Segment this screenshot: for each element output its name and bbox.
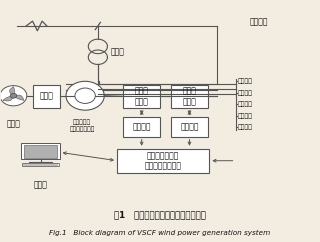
Text: Fig.1   Block diagram of VSCF wind power generation system: Fig.1 Block diagram of VSCF wind power g… xyxy=(49,230,271,236)
Text: 风力机: 风力机 xyxy=(6,120,20,129)
Text: 电力系统: 电力系统 xyxy=(249,18,268,27)
Text: 驱动电路: 驱动电路 xyxy=(180,122,199,131)
FancyBboxPatch shape xyxy=(22,163,59,166)
FancyBboxPatch shape xyxy=(171,85,208,108)
FancyBboxPatch shape xyxy=(33,85,60,108)
Text: 增速箱: 增速箱 xyxy=(39,92,53,101)
Text: 变压器: 变压器 xyxy=(111,47,124,56)
Text: 双馈式变速
恒频风力发电机: 双馈式变速 恒频风力发电机 xyxy=(69,120,95,132)
FancyBboxPatch shape xyxy=(123,117,160,137)
Text: 转子电流: 转子电流 xyxy=(238,113,253,119)
Circle shape xyxy=(66,81,104,110)
Circle shape xyxy=(75,88,95,103)
Text: 转子侧
变流器: 转子侧 变流器 xyxy=(135,87,148,106)
FancyBboxPatch shape xyxy=(123,85,160,108)
FancyBboxPatch shape xyxy=(24,145,57,158)
Text: 电网侧
变流器: 电网侧 变流器 xyxy=(182,87,196,106)
Text: 定子电流: 定子电流 xyxy=(238,90,253,96)
Polygon shape xyxy=(10,87,15,96)
Polygon shape xyxy=(3,96,13,101)
Polygon shape xyxy=(13,95,24,100)
Circle shape xyxy=(10,93,17,98)
FancyBboxPatch shape xyxy=(21,143,60,159)
Text: 转子电压: 转子电压 xyxy=(238,102,253,107)
FancyBboxPatch shape xyxy=(171,117,208,137)
Text: 驱动电路: 驱动电路 xyxy=(132,122,151,131)
Circle shape xyxy=(0,86,27,106)
Text: 电机转速: 电机转速 xyxy=(238,125,253,130)
Text: 控制台: 控制台 xyxy=(34,180,47,189)
Text: 定子电压: 定子电压 xyxy=(238,78,253,84)
FancyBboxPatch shape xyxy=(117,149,209,173)
Text: 图1   变速恒频风力发电系统原理框图: 图1 变速恒频风力发电系统原理框图 xyxy=(114,210,206,219)
Text: 基于微处理器的
变速恒频控制系统: 基于微处理器的 变速恒频控制系统 xyxy=(145,151,182,170)
